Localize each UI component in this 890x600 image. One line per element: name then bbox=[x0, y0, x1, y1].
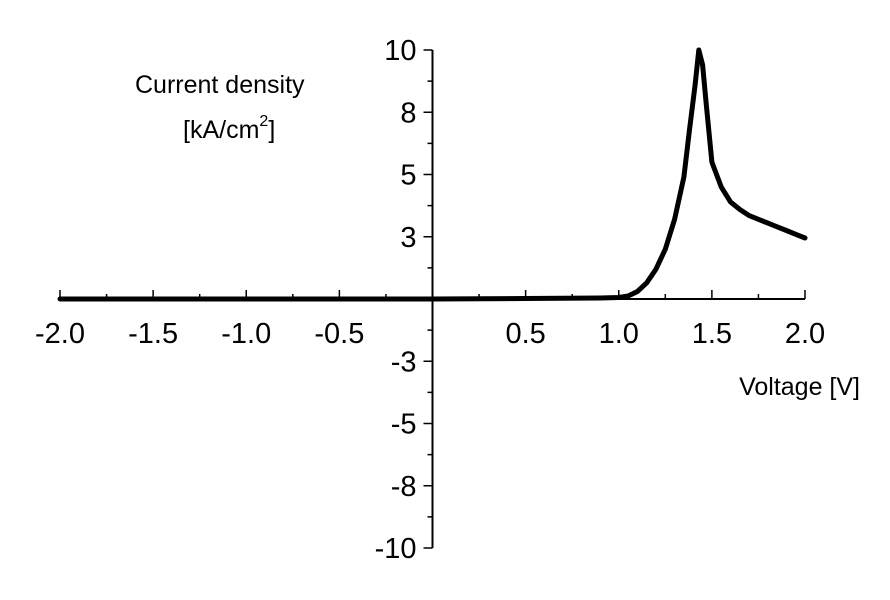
x-axis-title: Voltage [V] bbox=[739, 373, 860, 401]
y-axis-title-line2: [kA/cm2] bbox=[183, 113, 275, 144]
y-tick-label: -5 bbox=[391, 409, 417, 441]
x-tick-label: 0.5 bbox=[505, 318, 545, 350]
y-tick-label: -3 bbox=[391, 346, 417, 378]
series-line bbox=[57, 47, 808, 302]
y-tick-label: -8 bbox=[391, 471, 417, 503]
x-tick-label: -0.5 bbox=[314, 318, 364, 350]
x-tick-label: 2.0 bbox=[785, 318, 825, 350]
y-tick-label: 10 bbox=[384, 35, 416, 67]
y-tick-label: 8 bbox=[400, 97, 416, 129]
x-tick-label: 1.0 bbox=[599, 318, 639, 350]
x-tick-labels: -2.0 -1.5 -1.0 -0.5 0.5 1.0 1.5 2.0 bbox=[35, 318, 825, 350]
x-tick-label: 1.5 bbox=[692, 318, 732, 350]
y-axis-unit-superscript: 2 bbox=[259, 113, 268, 130]
x-tick-label: -1.0 bbox=[221, 318, 271, 350]
y-axis-title-line1: Current density bbox=[135, 71, 305, 99]
y-tick-labels: 10 8 5 3 -3 -5 -8 -10 bbox=[375, 35, 417, 565]
x-tick-label: -1.5 bbox=[128, 318, 178, 350]
y-axis-unit-suffix: ] bbox=[268, 116, 275, 144]
y-tick-label: -10 bbox=[375, 533, 417, 565]
y-ticks bbox=[423, 49, 433, 549]
y-tick-label: 5 bbox=[400, 160, 416, 192]
x-tick-label: -2.0 bbox=[35, 318, 85, 350]
y-tick-label: 3 bbox=[400, 222, 416, 254]
y-axis-unit-prefix: [kA/cm bbox=[183, 116, 259, 144]
